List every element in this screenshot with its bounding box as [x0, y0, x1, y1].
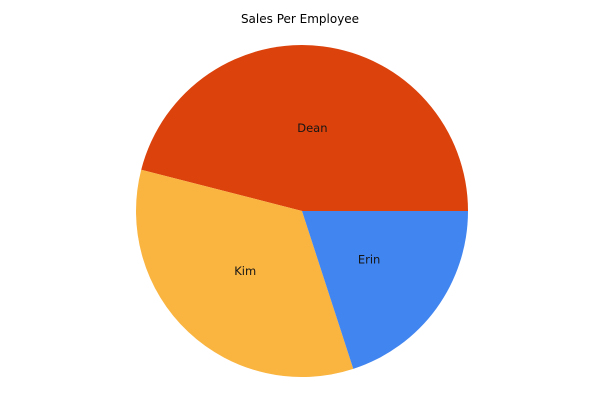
pie-slice-erin[interactable]	[302, 211, 468, 369]
pie-slice-dean[interactable]	[141, 45, 468, 211]
slice-label-erin: Erin	[358, 252, 380, 266]
slice-label-kim: Kim	[234, 264, 256, 278]
pie-slice-kim[interactable]	[136, 169, 354, 378]
slice-label-dean: Dean	[297, 121, 327, 135]
chart-title: Sales Per Employee	[240, 12, 360, 26]
